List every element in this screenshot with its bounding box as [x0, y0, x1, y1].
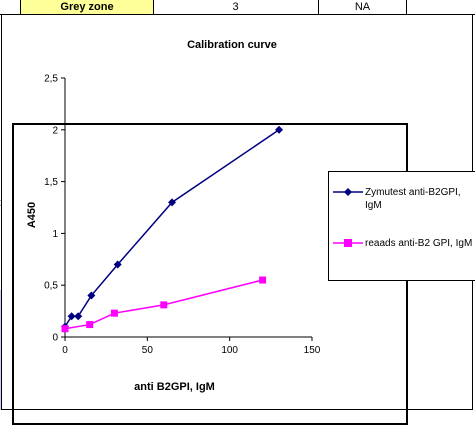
grey-zone-na-cell: NA	[319, 0, 407, 14]
x-tick-label: 0	[62, 345, 68, 356]
legend-label-reaads: reaads anti-B2 GPI, IgM	[365, 238, 473, 249]
y-tick-label: 1	[52, 229, 58, 240]
x-tick-label: 150	[304, 345, 321, 356]
data-point-square	[86, 321, 94, 329]
data-point-diamond	[87, 291, 96, 300]
spreadsheet-row: Grey zone 3 NA	[0, 0, 475, 15]
y-tick-label: 0,5	[44, 281, 58, 292]
legend-marker-zymutest	[333, 188, 363, 196]
series-line-0	[64, 129, 280, 328]
data-point-square	[61, 325, 69, 333]
data-point-diamond	[275, 125, 284, 134]
legend[interactable]: Zymutest anti-B2GPI, IgM reaads anti-B2 …	[328, 171, 475, 281]
legend-marker-reaads	[333, 239, 363, 247]
data-point-square	[110, 309, 118, 317]
y-tick-label: 2,5	[44, 74, 58, 85]
x-axis-label: anti B2GPI, IgM	[134, 381, 215, 393]
data-point-diamond	[74, 312, 83, 321]
data-point-square	[160, 301, 168, 309]
y-axis-label: A450	[26, 202, 38, 228]
grey-zone-cell: Grey zone	[20, 0, 154, 14]
legend-label-zymutest: Zymutest anti-B2GPI, IgM	[365, 187, 461, 211]
grey-zone-value-cell: 3	[153, 0, 319, 14]
chart-svg: 0 0,5 1 1,5 2 2,5 0 50 100 150 anti B2GPI, IgM A450	[26, 74, 321, 394]
data-point-diamond	[113, 260, 122, 269]
y-tick-label: 2	[52, 125, 58, 136]
chart-area[interactable]: Calibration curve 0 0,5 1 1,5 2 2,5 0 50 100 150 a…	[1, 14, 475, 425]
series-group	[61, 125, 284, 333]
chart-title: Calibration curve	[187, 39, 277, 51]
data-point-diamond	[168, 198, 177, 207]
x-tick-label: 100	[221, 345, 238, 356]
y-tick-label: 1,5	[44, 177, 58, 188]
data-point-diamond	[67, 312, 76, 321]
y-tick-label: 0	[52, 333, 58, 344]
x-tick-label: 50	[142, 345, 154, 356]
data-point-square	[259, 276, 267, 284]
axes: 0 0,5 1 1,5 2 2,5 0 50 100 150 anti B2GPI, IgM A450	[26, 74, 321, 394]
